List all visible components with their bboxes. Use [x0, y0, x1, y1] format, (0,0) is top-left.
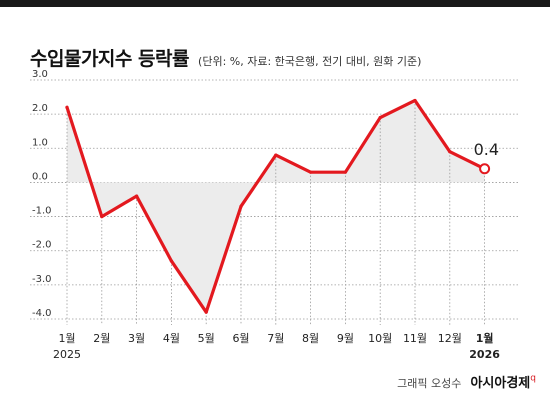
data-point	[274, 153, 278, 157]
y-tick-label: -1.0	[32, 206, 52, 217]
x-tick-label: 5월	[198, 332, 215, 345]
x-tick-label: 6월	[232, 332, 249, 345]
x-tick-label: 9월	[337, 332, 354, 345]
x-tick-label: 3월	[128, 332, 145, 345]
x-tick-label: 7월	[267, 332, 284, 345]
brand-logo: 아시아경제	[470, 376, 531, 391]
data-point	[343, 170, 347, 174]
y-tick-label: 0.0	[32, 171, 48, 182]
x-tick-label: 1월	[58, 332, 75, 345]
x-tick-label: 8월	[302, 332, 319, 345]
y-tick-label: -3.0	[32, 274, 52, 285]
x-year-label: 2025	[53, 348, 81, 361]
chart-title: 수입물가지수 등락률	[30, 48, 189, 70]
x-tick-label: 12월	[438, 332, 462, 345]
y-tick-label: -4.0	[32, 308, 52, 319]
x-tick-label: 1월	[476, 331, 494, 345]
data-point	[413, 98, 417, 103]
data-point	[204, 310, 208, 314]
credit-text: 그래픽 오성수	[397, 377, 462, 390]
data-point	[135, 194, 139, 198]
y-tick-label: 3.0	[32, 69, 48, 80]
data-point	[100, 214, 104, 219]
chart-subtitle: (단위: %, 자료: 한국은행, 전기 대비, 원화 기준)	[198, 55, 422, 68]
data-point	[239, 204, 243, 208]
last-point-marker	[479, 163, 491, 175]
x-tick-label: 4월	[163, 332, 180, 345]
top-rule	[0, 0, 550, 7]
area-fill	[67, 100, 485, 313]
brand-mark-icon: q	[530, 373, 536, 384]
data-point	[169, 259, 173, 263]
data-point	[65, 105, 69, 109]
y-tick-label: 1.0	[32, 137, 48, 148]
x-tick-label: 2월	[93, 332, 110, 345]
y-tick-label: 2.0	[32, 103, 48, 114]
data-point	[309, 170, 313, 174]
data-point	[448, 150, 452, 154]
data-point	[378, 115, 382, 120]
x-tick-label: 11월	[403, 332, 427, 345]
credit: 그래픽 오성수 아시아경제q	[397, 372, 536, 391]
x-tick-label: 10월	[368, 332, 392, 345]
y-tick-label: -2.0	[32, 240, 52, 251]
x-year-label: 2026	[469, 348, 500, 361]
value-annotation: 0.4	[474, 140, 499, 159]
title-row: 수입물가지수 등락률 (단위: %, 자료: 한국은행, 전기 대비, 원화 기…	[30, 44, 421, 71]
